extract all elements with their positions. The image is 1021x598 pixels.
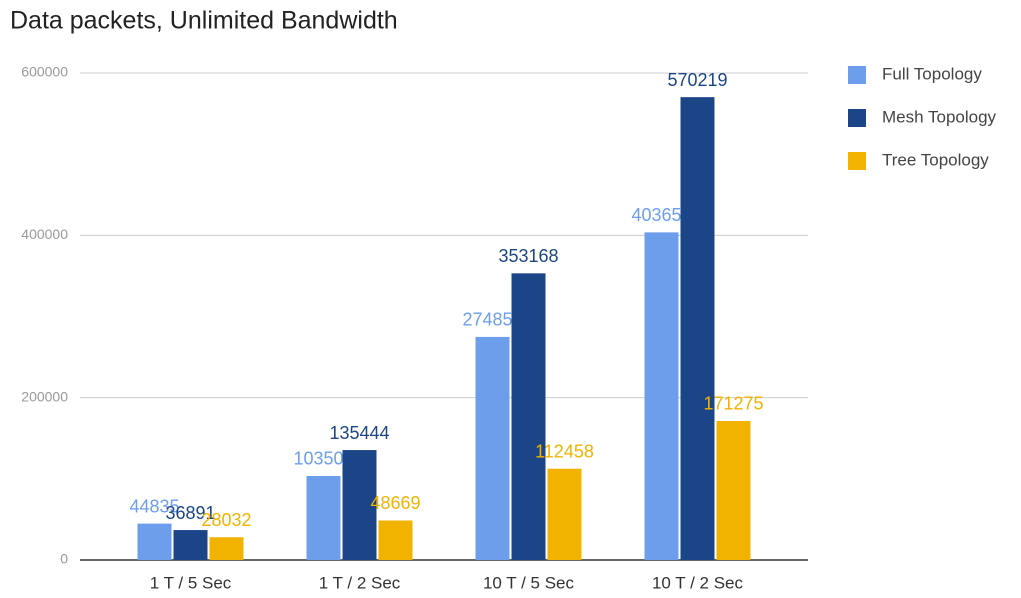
bar	[716, 420, 751, 560]
bar	[511, 273, 546, 560]
bar	[378, 520, 413, 560]
y-tick-label: 200000	[21, 388, 68, 404]
bar	[547, 468, 582, 560]
data-label: 103504	[293, 449, 353, 469]
bar	[680, 97, 715, 560]
data-label: 403659	[631, 205, 691, 225]
x-tick-label: 1 T / 5 Sec	[150, 573, 232, 592]
y-tick-label: 400000	[21, 226, 68, 242]
x-tick-label: 10 T / 2 Sec	[652, 573, 744, 592]
chart-title: Data packets, Unlimited Bandwidth	[10, 7, 398, 35]
bar	[173, 530, 208, 560]
bar	[475, 336, 510, 560]
data-label: 112458	[535, 441, 594, 461]
data-label: 274855	[462, 310, 522, 330]
legend-label: Tree Topology	[882, 150, 989, 169]
bar	[137, 523, 172, 560]
legend-swatch	[848, 109, 866, 127]
data-label: 570219	[667, 70, 727, 90]
legend-swatch	[848, 152, 866, 170]
x-tick-label: 1 T / 2 Sec	[319, 573, 401, 592]
data-label: 36891	[165, 503, 215, 523]
bar	[306, 475, 341, 560]
y-tick-label: 0	[60, 551, 68, 567]
bar	[209, 537, 244, 560]
data-label: 135444	[329, 423, 389, 443]
data-label: 44835	[129, 496, 179, 516]
y-tick-label: 600000	[21, 64, 68, 80]
data-label: 28032	[201, 510, 251, 530]
x-tick-label: 10 T / 5 Sec	[483, 573, 575, 592]
legend-swatch	[848, 66, 866, 84]
legend-label: Mesh Topology	[882, 107, 997, 126]
bar	[342, 450, 377, 560]
data-label: 171275	[703, 394, 763, 414]
legend-label: Full Topology	[882, 64, 982, 83]
bar	[644, 232, 679, 560]
data-label: 48669	[370, 493, 420, 513]
data-label: 353168	[498, 246, 558, 266]
